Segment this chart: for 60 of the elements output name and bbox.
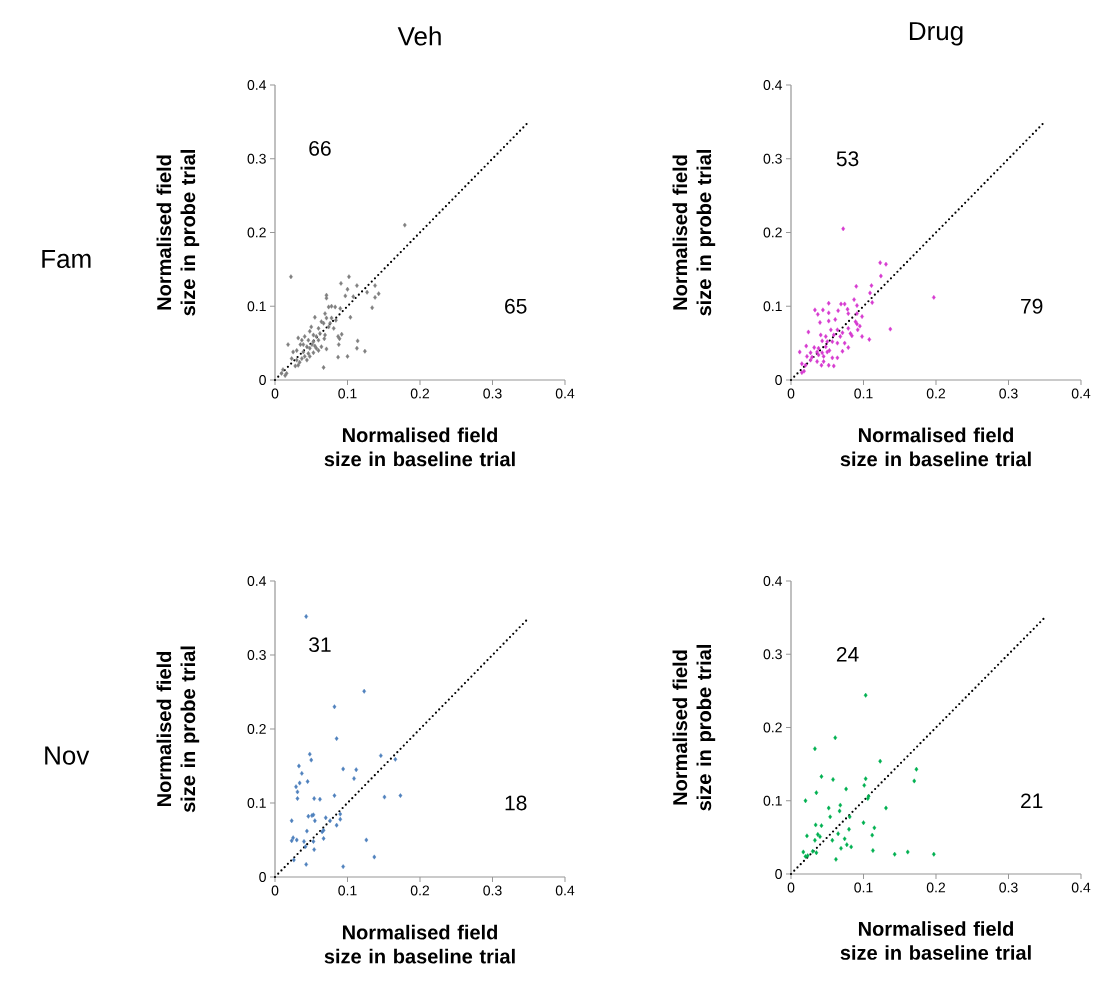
x-axis-title: Normalised field size in baseline trial <box>324 924 515 964</box>
y-tick-label: 0 <box>775 869 782 879</box>
chart-title: Drug <box>909 22 963 46</box>
y-tick-label: 0 <box>259 872 266 882</box>
x-tick-label: 0.2 <box>410 885 430 896</box>
y-tick-label: 0.3 <box>247 153 266 164</box>
y-tick-label: 0.3 <box>763 649 782 660</box>
chart-title: Veh <box>397 26 441 46</box>
y-tick-label: 0.2 <box>763 227 782 238</box>
y-tick-label: 0.1 <box>763 795 782 806</box>
x-tick-label: 0.3 <box>999 882 1018 893</box>
x-tick-label: 0.2 <box>926 882 946 893</box>
annotation: 24 <box>836 646 859 662</box>
annotation: 79 <box>1021 298 1043 314</box>
x-tick-label: 0 <box>271 885 279 896</box>
y-tick-label: 0.2 <box>763 722 782 733</box>
y-tick-label: 0.1 <box>247 798 266 808</box>
y-axis-title: Normalised field size in probe trial <box>672 645 716 811</box>
y-axis-title: Normalised field size in probe trial <box>672 150 716 316</box>
y-tick-label: 0.4 <box>763 576 783 586</box>
x-tick-label: 0.3 <box>483 388 502 399</box>
x-tick-label: 0.2 <box>410 388 430 399</box>
annotation: 18 <box>505 795 527 811</box>
x-tick-label: 0.3 <box>483 885 502 896</box>
x-tick-label: 0.1 <box>338 885 357 896</box>
text: Fam <box>42 249 91 269</box>
y-axis-title: Normalised field size in probe trial <box>156 646 200 813</box>
y-tick-label: 0.1 <box>763 301 782 312</box>
x-tick-label: 0 <box>787 388 795 399</box>
x-tick-label: 0.2 <box>926 388 946 399</box>
x-axis-title: Normalised field size in baseline trial <box>840 921 1031 960</box>
y-axis-title: Normalised field size in probe trial <box>156 150 200 316</box>
y-tick-label: 0 <box>775 375 782 385</box>
annotation: 21 <box>1021 793 1043 809</box>
x-tick-label: 0.1 <box>854 388 873 399</box>
y-tick-label: 0.2 <box>247 724 266 734</box>
x-tick-label: 0 <box>271 388 279 399</box>
x-tick-label: 0.3 <box>999 388 1018 399</box>
x-axis-title: Normalised field size in baseline trial <box>324 427 515 467</box>
x-tick-label: 0.4 <box>1071 882 1091 893</box>
x-tick-label: 0.4 <box>555 885 575 896</box>
y-tick-label: 0.3 <box>763 153 782 164</box>
y-tick-label: 0.4 <box>247 80 267 90</box>
x-tick-label: 0.4 <box>555 388 575 399</box>
x-tick-label: 0.4 <box>1071 388 1091 399</box>
x-tick-label: 0.1 <box>338 388 357 399</box>
x-tick-label: 0.1 <box>854 882 873 893</box>
y-tick-label: 0.3 <box>247 650 266 660</box>
annotation: 65 <box>505 298 527 314</box>
annotation: 66 <box>309 140 331 156</box>
y-tick-label: 0.1 <box>247 301 266 312</box>
x-tick-label: 0 <box>787 882 795 893</box>
y-tick-label: 0.4 <box>763 80 783 90</box>
text: Nov <box>45 746 90 765</box>
annotation: 31 <box>309 637 331 653</box>
y-tick-label: 0.2 <box>247 227 266 238</box>
annotation: 53 <box>836 151 859 167</box>
x-axis-title: Normalised field size in baseline trial <box>840 427 1031 467</box>
y-tick-label: 0 <box>259 375 266 385</box>
y-tick-label: 0.4 <box>247 576 267 586</box>
